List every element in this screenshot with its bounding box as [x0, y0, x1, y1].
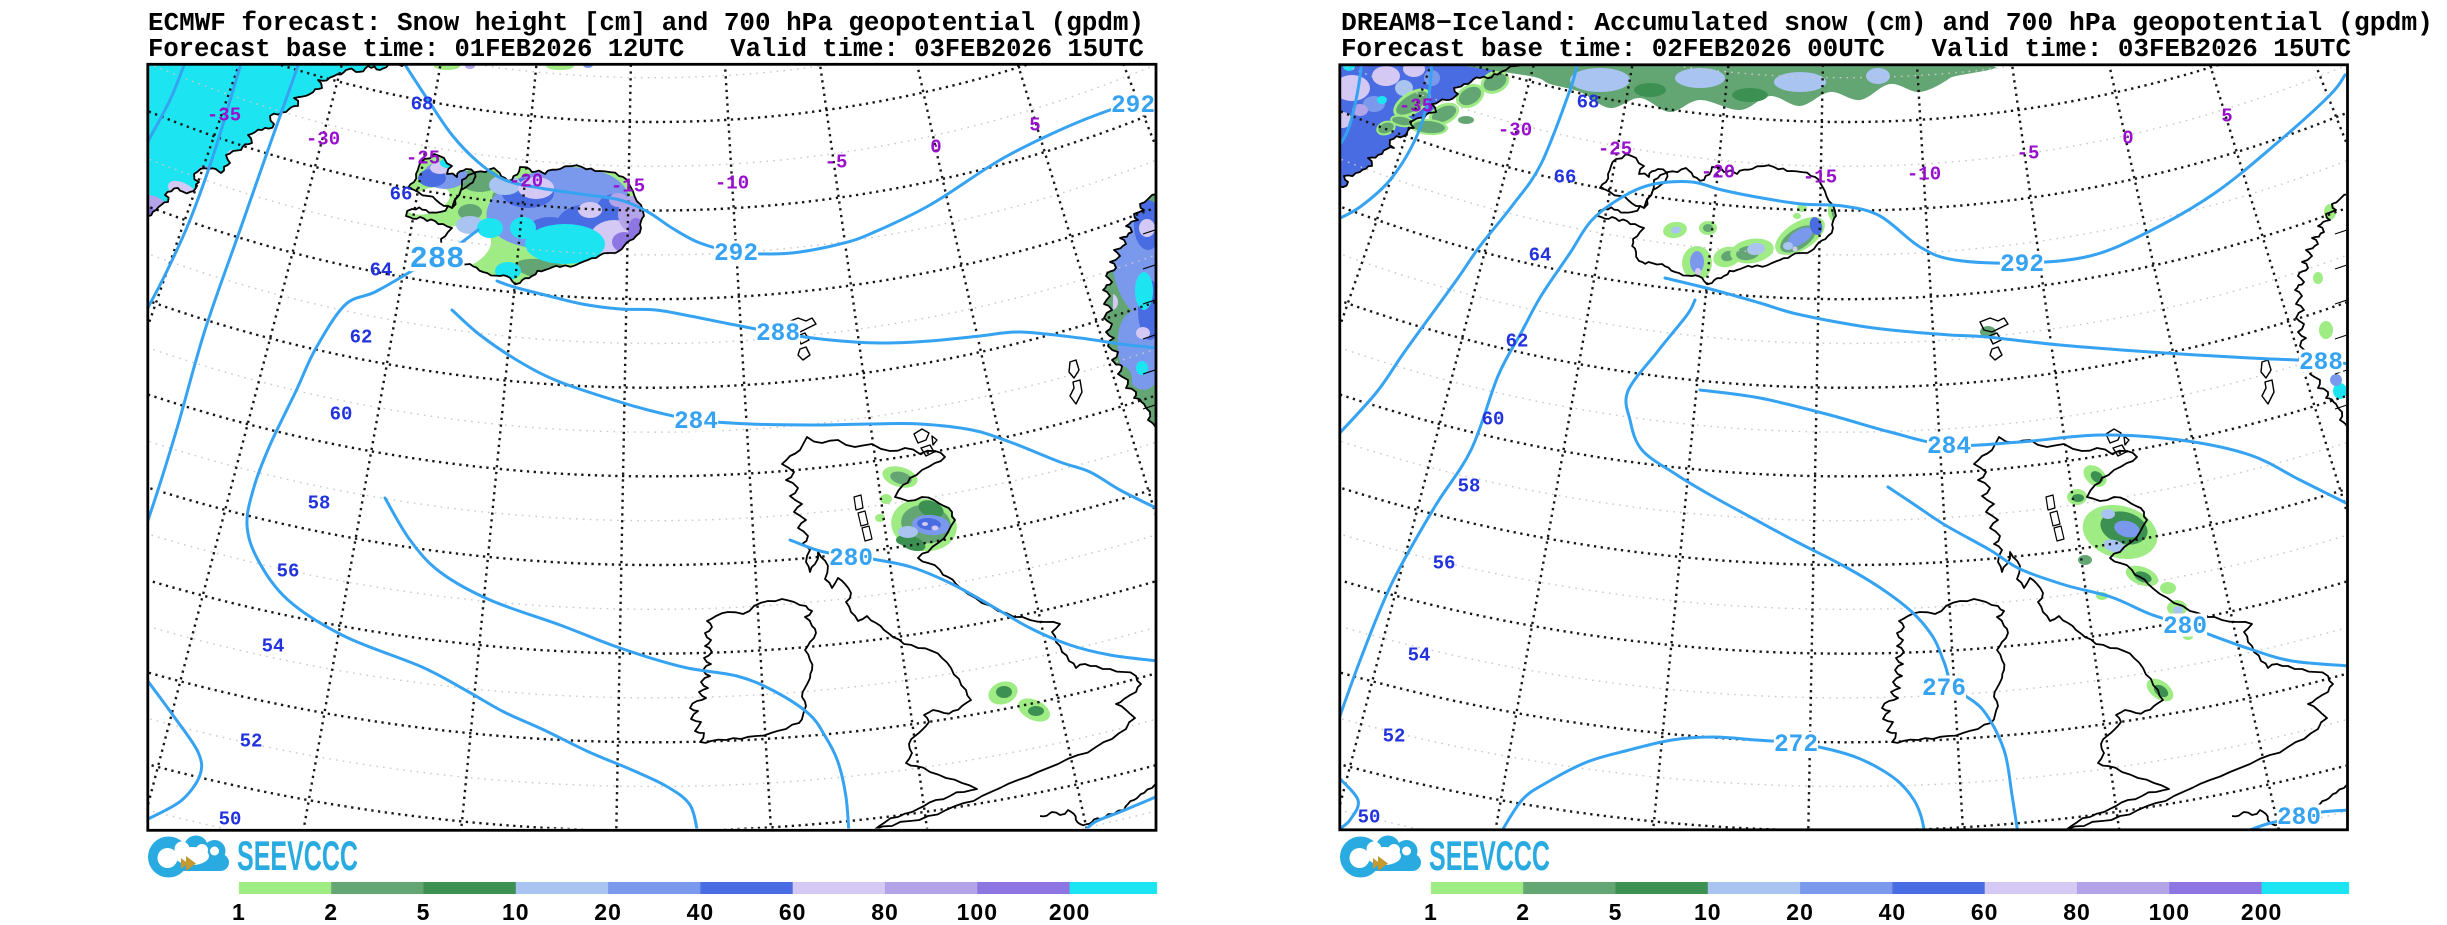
svg-text:60: 60 — [1971, 899, 1999, 925]
svg-text:ECMWF forecast: Snow height [c: ECMWF forecast: Snow height [cm] and 700… — [148, 9, 1144, 38]
svg-text:62: 62 — [350, 327, 373, 349]
svg-text:Forecast base time: 02FEB2026: Forecast base time: 02FEB2026 00UTC Vali… — [1341, 35, 2351, 64]
svg-text:SEEVCCC: SEEVCCC — [237, 832, 358, 879]
svg-text:272: 272 — [1774, 730, 1818, 759]
svg-text:56: 56 — [277, 561, 300, 583]
svg-text:40: 40 — [1879, 899, 1907, 925]
svg-text:68: 68 — [411, 94, 434, 116]
svg-text:280: 280 — [2163, 612, 2207, 641]
svg-text:68: 68 — [1577, 92, 1600, 114]
svg-text:100: 100 — [957, 899, 998, 925]
svg-text:-30: -30 — [306, 129, 340, 151]
svg-text:60: 60 — [779, 899, 807, 925]
svg-text:Forecast base time: 01FEB2026: Forecast base time: 01FEB2026 12UTC Vali… — [148, 35, 1144, 64]
svg-text:280: 280 — [2277, 803, 2321, 832]
svg-text:288: 288 — [410, 242, 465, 277]
svg-text:54: 54 — [262, 636, 285, 658]
svg-text:SEEVCCC: SEEVCCC — [1429, 832, 1550, 879]
svg-text:DREAM8−Iceland: Accumulated sn: DREAM8−Iceland: Accumulated snow (cm) an… — [1341, 9, 2433, 38]
svg-text:-35: -35 — [207, 105, 241, 127]
svg-text:-35: -35 — [1399, 96, 1433, 118]
svg-text:56: 56 — [1433, 553, 1456, 575]
svg-text:292: 292 — [2000, 250, 2044, 279]
svg-text:-25: -25 — [1598, 139, 1632, 161]
svg-text:284: 284 — [674, 407, 718, 436]
svg-text:-10: -10 — [715, 173, 749, 195]
svg-text:288: 288 — [2299, 348, 2343, 377]
svg-text:20: 20 — [1786, 899, 1814, 925]
svg-text:5: 5 — [1609, 899, 1623, 925]
svg-text:-15: -15 — [1803, 167, 1837, 189]
svg-text:64: 64 — [370, 260, 393, 282]
svg-text:-10: -10 — [1907, 164, 1941, 186]
svg-text:5: 5 — [2221, 106, 2232, 128]
svg-text:0: 0 — [2122, 128, 2133, 150]
svg-text:-15: -15 — [611, 176, 645, 198]
svg-text:-20: -20 — [509, 171, 543, 193]
svg-text:40: 40 — [687, 899, 715, 925]
svg-text:62: 62 — [1506, 331, 1529, 353]
svg-text:-30: -30 — [1498, 120, 1532, 142]
svg-text:5: 5 — [417, 899, 431, 925]
svg-text:50: 50 — [1358, 807, 1381, 829]
svg-text:200: 200 — [2241, 899, 2282, 925]
svg-text:54: 54 — [1408, 645, 1431, 667]
svg-text:66: 66 — [1554, 167, 1577, 189]
svg-text:-20: -20 — [1701, 162, 1735, 184]
svg-text:-5: -5 — [825, 152, 848, 174]
svg-text:10: 10 — [502, 899, 530, 925]
svg-text:64: 64 — [1529, 245, 1552, 267]
svg-text:5: 5 — [1029, 115, 1040, 137]
svg-text:60: 60 — [1482, 409, 1505, 431]
svg-text:20: 20 — [594, 899, 622, 925]
svg-text:58: 58 — [308, 493, 331, 515]
svg-text:200: 200 — [1049, 899, 1090, 925]
svg-text:1: 1 — [232, 899, 246, 925]
svg-text:292: 292 — [1111, 91, 1155, 120]
svg-text:2: 2 — [324, 899, 338, 925]
svg-text:66: 66 — [390, 184, 413, 206]
svg-text:280: 280 — [829, 544, 873, 573]
svg-text:10: 10 — [1694, 899, 1722, 925]
svg-text:1: 1 — [1424, 899, 1438, 925]
svg-text:100: 100 — [2149, 899, 2190, 925]
svg-text:52: 52 — [240, 731, 263, 753]
svg-text:-25: -25 — [406, 148, 440, 170]
svg-text:284: 284 — [1927, 432, 1971, 461]
svg-text:80: 80 — [871, 899, 899, 925]
svg-text:52: 52 — [1383, 726, 1406, 748]
svg-text:60: 60 — [330, 404, 353, 426]
svg-text:58: 58 — [1458, 476, 1481, 498]
svg-text:0: 0 — [930, 137, 941, 159]
svg-text:292: 292 — [714, 239, 758, 268]
svg-text:288: 288 — [756, 319, 800, 348]
svg-text:50: 50 — [219, 809, 242, 831]
svg-text:276: 276 — [1922, 674, 1966, 703]
svg-text:-5: -5 — [2017, 143, 2040, 165]
svg-text:2: 2 — [1516, 899, 1530, 925]
svg-text:80: 80 — [2063, 899, 2091, 925]
